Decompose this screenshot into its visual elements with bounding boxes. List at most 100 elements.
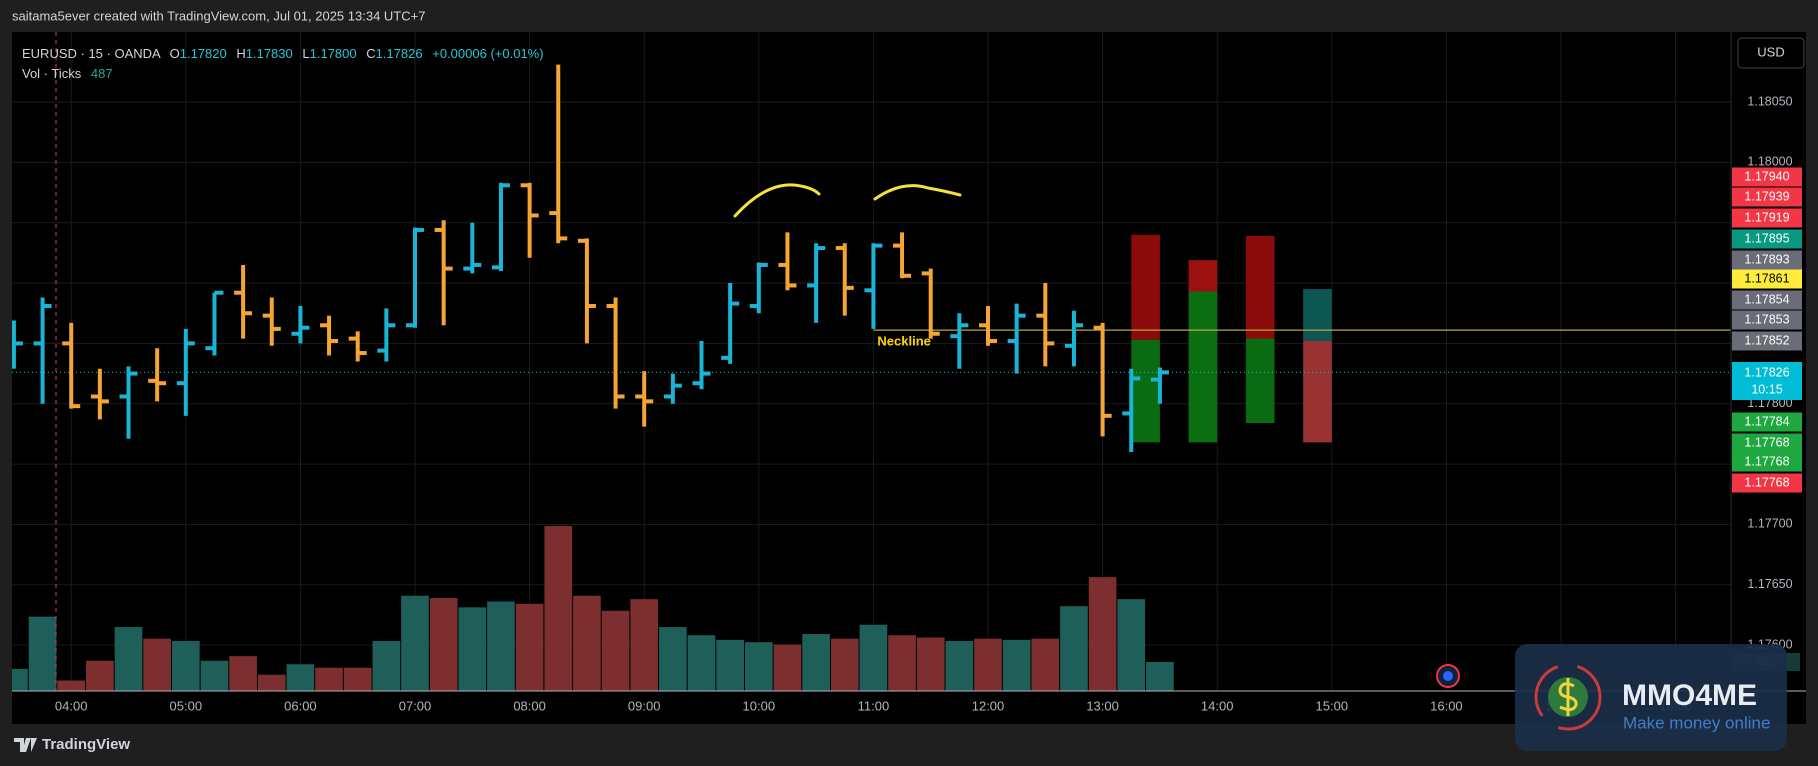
volume-bar: [286, 664, 315, 691]
y-tick-label: 1.17700: [1747, 517, 1792, 531]
x-tick-label: 10:00: [743, 698, 776, 713]
usd-button-bg[interactable]: [1737, 37, 1805, 69]
volume-bar: [257, 674, 286, 691]
price-label: 1.17893: [1744, 252, 1789, 266]
volume-bar: [744, 642, 773, 691]
x-tick-label: 07:00: [399, 698, 432, 713]
volume-bar: [458, 607, 487, 691]
price-label: 1.17939: [1744, 189, 1789, 203]
volume-bar: [802, 634, 830, 691]
volume-bar: [28, 616, 57, 691]
legend: EURUSD · 15 · OANDA O1.17820 H1.17830 L1…: [22, 44, 544, 84]
ohlc-key: O: [169, 46, 180, 61]
price-label: 1.17826: [1744, 365, 1789, 379]
footer-brand: TradingView: [42, 736, 130, 753]
volume-bar: [859, 624, 888, 691]
price-label-bg: [1732, 269, 1802, 289]
price-label-bg: [1732, 362, 1802, 400]
volume-bar: [974, 638, 1002, 691]
volume-bar: [1117, 599, 1146, 691]
chart-pane: [12, 32, 1806, 724]
volume-bar: [945, 641, 974, 691]
y-tick-label: 1.17650: [1747, 577, 1792, 591]
plot: Neckline: [12, 32, 1731, 691]
ohlc-key: L: [302, 46, 310, 61]
watermark-title: MMO4ME: [1622, 679, 1757, 712]
price-label-bg: [1732, 187, 1802, 207]
volume-bar: [229, 656, 257, 691]
symbol: EURUSD · 15 · OANDA: [22, 46, 160, 61]
volume-bar: [830, 638, 859, 691]
volume-bar: [372, 641, 401, 691]
price-label-bg: [1732, 412, 1802, 432]
zone-upper: [1188, 260, 1218, 292]
zone-upper: [1303, 289, 1332, 341]
price-countdown: 10:15: [1751, 382, 1782, 396]
watermark: MMO4ME Make money online: [1515, 644, 1787, 751]
price-label-bg: [1732, 208, 1802, 228]
price-label: 1.17854: [1744, 292, 1789, 306]
zone-lower: [1303, 340, 1332, 443]
legend-row: EURUSD · 15 · OANDA O1.17820 H1.17830 L1…: [22, 44, 544, 64]
usd-button-label[interactable]: USD: [1757, 44, 1784, 59]
x-tick-label: 16:00: [1430, 698, 1463, 713]
volume-bar: [659, 627, 687, 691]
x-tick-label: 15:00: [1316, 698, 1349, 713]
zone-upper: [1131, 234, 1160, 340]
legend-row: Vol · Ticks 487: [22, 64, 544, 84]
price-label: 1.17940: [1744, 169, 1789, 183]
volume-bar: [86, 660, 114, 691]
price-label: 1.17784: [1744, 414, 1789, 428]
ohlc-value: 1.17800: [309, 46, 357, 61]
price-label-bg: [1732, 310, 1802, 330]
volume-bar: [1060, 606, 1088, 691]
price-label: 1.17852: [1744, 333, 1789, 347]
volume-bar: [1002, 639, 1031, 691]
footer: TradingView: [14, 736, 130, 753]
zone-lower: [1245, 338, 1275, 424]
x-tick-label: 14:00: [1201, 698, 1234, 713]
price-label-bg: [1732, 331, 1802, 351]
x-tick-label: 04:00: [55, 698, 88, 713]
price-label: 1.17919: [1744, 210, 1789, 224]
volume-bar: [171, 641, 200, 691]
x-tick-label: 13:00: [1086, 698, 1119, 713]
volume-bar: [1031, 638, 1060, 691]
event-marker[interactable]: [1436, 664, 1460, 688]
ohlc-key: H: [236, 46, 246, 61]
y-tick-label: 1.18000: [1747, 155, 1792, 169]
volume-bar: [12, 668, 28, 691]
price-label-bg: [1732, 473, 1802, 493]
volume-bar: [773, 644, 802, 691]
ohlc-value: 1.17820: [179, 46, 227, 61]
volume-bar: [114, 627, 143, 691]
change: +0.00006 (+0.01%): [432, 46, 544, 61]
ohlc-value: 1.17830: [245, 46, 293, 61]
event-icon-dot: [1443, 671, 1453, 681]
x-tick-label: 05:00: [170, 698, 203, 713]
volume-bar: [57, 680, 86, 691]
price-label: 1.17768: [1744, 435, 1789, 449]
volume-bar: [544, 526, 573, 691]
watermark-subtitle: Make money online: [1623, 713, 1770, 732]
volume-title: Vol · Ticks: [22, 66, 82, 81]
price-label-bg: [1732, 452, 1802, 472]
neckline-label: Neckline: [877, 334, 930, 349]
volume-bar: [143, 638, 171, 691]
volume-bar: [315, 667, 343, 691]
price-label: 1.17853: [1744, 312, 1789, 326]
volume-bar: [343, 667, 372, 691]
volume-bar: [429, 598, 458, 691]
price-label: 1.17895: [1744, 231, 1789, 245]
x-tick-label: 09:00: [628, 698, 661, 713]
volume-bar: [1146, 661, 1174, 691]
x-tick-label: 11:00: [858, 698, 890, 713]
volume-bar: [401, 595, 429, 691]
usd-button[interactable]: USD: [1737, 37, 1805, 69]
volume-bar: [630, 599, 659, 691]
price-label-bg: [1732, 229, 1802, 249]
volume-bar: [916, 637, 945, 691]
volume-bar: [200, 660, 229, 691]
price-label-bg: [1732, 290, 1802, 310]
